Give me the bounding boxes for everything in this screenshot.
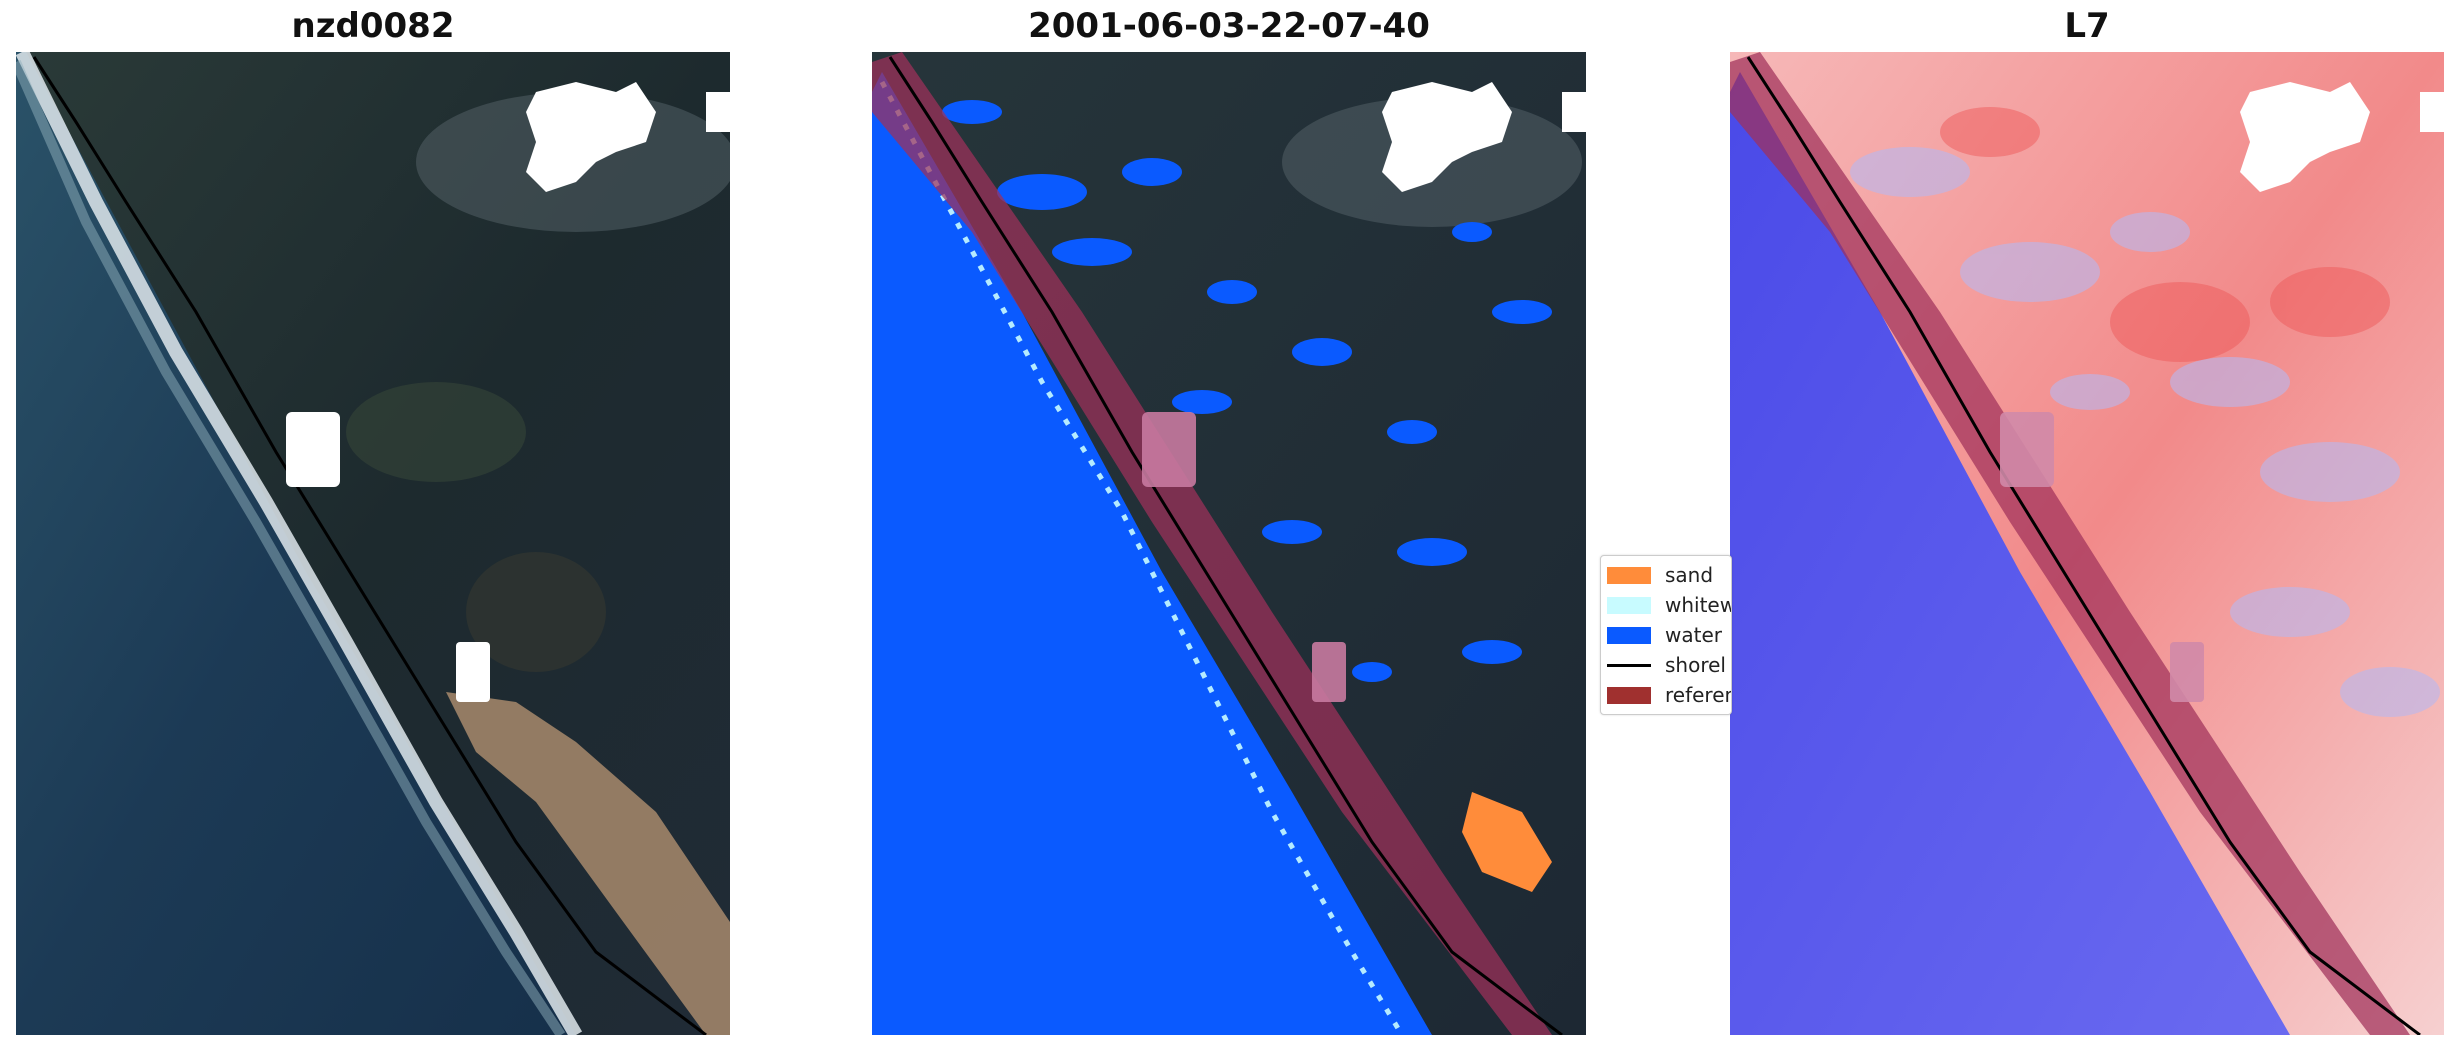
- cloud-mask: [2240, 82, 2444, 192]
- masked-cloud-over-buffer: [1142, 412, 1346, 702]
- whitewater-swatch: [1607, 597, 1651, 614]
- legend-item-water: water: [1601, 620, 1731, 650]
- panel-title-classification: 2001-06-03-22-07-40: [1028, 6, 1430, 46]
- legend: sand whitew water shorel referen: [1600, 555, 1732, 715]
- legend-label: sand: [1665, 563, 1714, 587]
- legend-item-reference: referen: [1601, 680, 1731, 710]
- water-index-area: [1730, 72, 2290, 1035]
- index-image: [1730, 52, 2444, 1035]
- sand-class: [1462, 792, 1552, 892]
- water-class: [872, 72, 1432, 1035]
- surf-zone: [16, 52, 583, 1035]
- inland-water-patches: [942, 100, 1552, 682]
- reference-swatch: [1607, 687, 1651, 704]
- field-patch: [346, 382, 526, 482]
- sand-swatch: [1607, 567, 1651, 584]
- shoreline-line-swatch: [1607, 664, 1651, 667]
- legend-label: referen: [1665, 683, 1732, 707]
- rgb-satellite-image: [16, 52, 730, 1035]
- shoreline: [888, 56, 1563, 1035]
- beach-dunes: [446, 692, 730, 1035]
- legend-item-sand: sand: [1601, 560, 1731, 590]
- land-index-variation: [1850, 147, 2440, 717]
- surf-zone-outer: [16, 59, 566, 1035]
- whitewater-class: [879, 80, 1405, 1035]
- panel-title-rgb: nzd0082: [291, 6, 455, 46]
- legend-item-whitewater: whitew: [1601, 590, 1731, 620]
- ocean-area: [16, 52, 576, 1035]
- legend-item-shoreline: shorel: [1601, 650, 1731, 680]
- shoreline: [32, 56, 707, 1035]
- high-index-patches: [1940, 107, 2390, 362]
- classification-image: [872, 52, 1586, 1035]
- shoreline: [1746, 56, 2421, 1035]
- legend-label: shorel: [1665, 653, 1726, 677]
- legend-label: whitew: [1665, 593, 1732, 617]
- field-patch: [466, 552, 606, 672]
- masked-cloud-over-buffer: [2000, 412, 2204, 702]
- cloud-mask: [1382, 82, 1586, 192]
- panel-title-index: L7: [2064, 6, 2110, 46]
- water-swatch: [1607, 627, 1651, 644]
- legend-label: water: [1665, 623, 1722, 647]
- cloud-mask: [286, 82, 730, 702]
